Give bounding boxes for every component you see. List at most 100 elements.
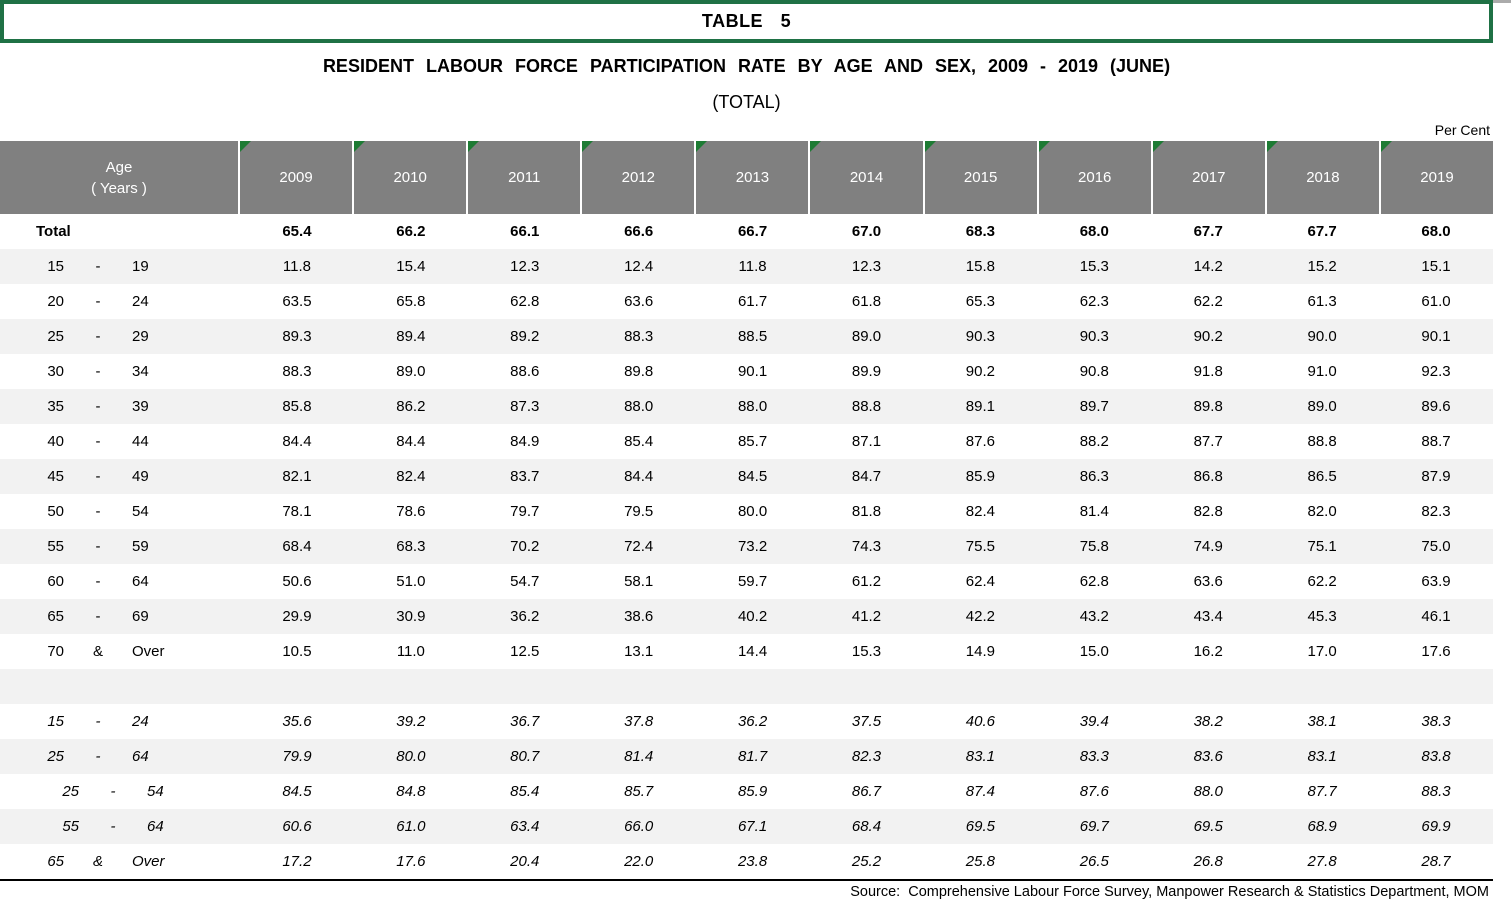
value-cell: 81.4 [624,748,654,765]
row-label-from: 35 [47,398,64,415]
value-cell: 43.2 [1079,608,1109,625]
cell-corner-triangle-icon [696,141,708,152]
value-cell: 83.7 [510,468,540,485]
value-cell: 75.5 [965,538,995,555]
row-label-to: 49 [132,468,149,485]
value-cell: 86.7 [851,783,882,800]
table-header-row: Age ( Years ) 2009 2010 2011 2012 2013 2014 20… [0,141,1494,214]
value-cell: 90.1 [737,363,768,380]
value-cell: 85.7 [624,783,654,800]
table-row: 65 - 69 29.9 30.9 36.2 38.6 40.2 41.2 42.2 43.2 43.… [0,599,1493,634]
value-cell: 89.0 [851,328,882,345]
table-row: 15 - 24 35.6 39.2 36.7 37.8 36.2 37.5 40.6 39.4 38.… [0,704,1493,739]
row-label-sep: - [95,328,101,345]
value-cell: 15.4 [396,258,426,275]
year-column-header: 2013 [696,141,809,214]
value-cell: 91.8 [1193,363,1223,380]
value-cell: 54.7 [510,573,540,590]
value-cell: 11.8 [282,258,311,275]
value-cell: 85.8 [282,398,312,415]
value-cell: 65.4 [282,223,312,240]
value-cell: 15.0 [1079,643,1109,660]
age-column-header: Age ( Years ) [0,141,238,214]
value-cell: 38.2 [1193,713,1223,730]
age-range-label: 30 - 34 [0,363,240,380]
value-cell: 10.5 [282,643,312,660]
value-cell: 15.2 [1307,258,1337,275]
value-cell: 81.8 [851,503,882,520]
year-column-header: 2009 [240,141,353,214]
value-cell: 78.1 [282,503,312,520]
cell-corner-triangle-icon [468,141,480,152]
cell-corner-triangle-icon [1152,141,1164,152]
value-cell: 72.4 [624,538,654,555]
value-cell: 51.0 [396,573,426,590]
value-cell: 85.9 [737,783,768,800]
value-cell: 90.3 [1079,328,1109,345]
value-cell: 86.2 [396,398,426,415]
value-cell: 25.8 [965,853,995,870]
value-cell: 89.1 [965,398,995,415]
value-cell: 73.2 [737,538,768,555]
value-cell: 69.9 [1421,818,1451,835]
table-row: 35 - 39 85.8 86.2 87.3 88.0 88.0 88.8 89.1 89.7 89.… [0,389,1493,424]
value-cell: 65.8 [396,293,426,310]
row-label-from: 20 [47,293,64,310]
row-label-to: 34 [132,363,149,380]
value-cell: 50.6 [282,573,312,590]
unit-label: Per Cent [1434,122,1490,138]
value-cell: 62.8 [510,293,540,310]
row-label-from: 65 [47,853,64,870]
row-label-to: Over [132,643,165,660]
table-number-box: TABLE 5 [0,0,1493,43]
value-cell: 59.7 [737,573,768,590]
value-cell: 38.1 [1307,713,1337,730]
row-label-from: 25 [62,783,79,800]
value-cell: 82.3 [851,748,882,765]
value-cell: 83.1 [965,748,995,765]
year-label: 2015 [963,169,998,186]
value-cell: 39.2 [396,713,426,730]
value-cell: 89.4 [396,328,426,345]
value-cell: 37.8 [624,713,654,730]
row-label-from: 15 [47,713,64,730]
table-row: Total 65.4 66.2 66.1 66.6 66.7 67.0 68.3 68.0 67.… [0,214,1493,249]
cell-corner-triangle-icon [1266,141,1278,152]
value-cell: 83.6 [1193,748,1223,765]
value-cell: 23.8 [737,853,768,870]
row-label-sep: - [95,608,101,625]
value-cell: 45.3 [1307,608,1337,625]
row-label-from: 55 [62,818,79,835]
value-cell: 60.6 [282,818,312,835]
age-range-label: 70 & Over [0,643,240,660]
cell-corner-triangle-icon [1380,141,1392,152]
value-cell: 66.0 [624,818,654,835]
value-cell: 88.0 [737,398,768,415]
value-cell: 90.0 [1307,328,1337,345]
table-row: 45 - 49 82.1 82.4 83.7 84.4 84.5 84.7 85.9 86.3 86.… [0,459,1493,494]
page-subtitle: (TOTAL) [712,92,781,112]
age-range-label: 45 - 49 [0,468,240,485]
row-label-from: 55 [47,538,64,555]
value-cell: 62.3 [1079,293,1109,310]
year-column-header: 2019 [1380,141,1494,214]
row-label-sep: - [95,258,101,275]
value-cell: 88.0 [1193,783,1223,800]
value-cell: 79.7 [510,503,540,520]
value-cell: 68.3 [965,223,995,240]
value-cell: 87.7 [1193,433,1223,450]
value-cell: 61.0 [1421,293,1451,310]
age-range-label: 25 - 64 [0,748,240,765]
cell-corner-triangle-icon [924,141,936,152]
cell-corner-triangle-icon [582,141,594,152]
row-label-sep: - [95,433,101,450]
row-label-from: 25 [47,328,64,345]
value-cell: 12.5 [510,643,540,660]
row-label-from: 30 [47,363,64,380]
value-cell: 89.8 [624,363,654,380]
value-cell: 89.3 [282,328,312,345]
table-row: 65 & Over 17.2 17.6 20.4 22.0 23.8 25.2 25.8 26.5 2… [0,844,1493,879]
value-cell: 63.9 [1421,573,1451,590]
value-cell: 68.0 [1079,223,1109,240]
table-row: 55 - 64 60.6 61.0 63.4 66.0 67.1 68.4 69.5 69.7 69.… [0,809,1493,844]
